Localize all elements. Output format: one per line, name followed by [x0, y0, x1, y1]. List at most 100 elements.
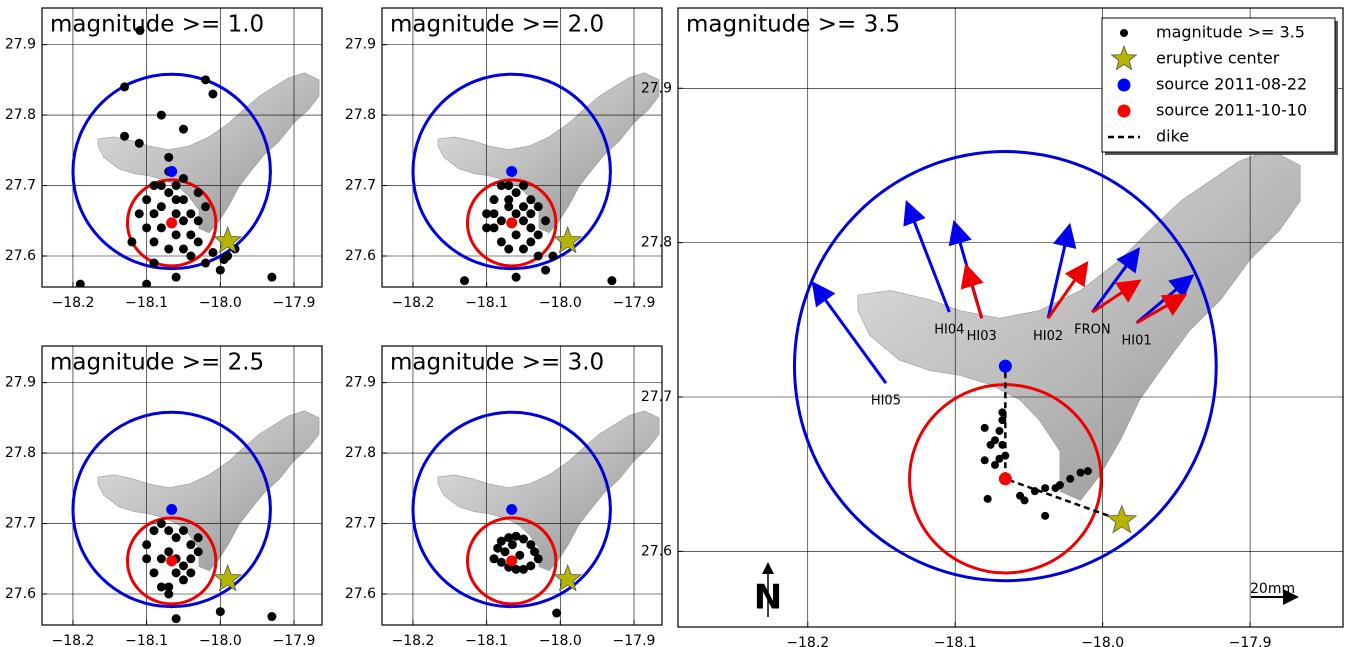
- earthquake-point: [186, 540, 195, 549]
- earthquake-point: [267, 612, 276, 621]
- y-tick-label: 27.8: [345, 445, 376, 461]
- x-tick-label: −17.9: [613, 633, 656, 647]
- earthquake-point: [526, 237, 535, 246]
- earthquake-point: [164, 153, 173, 162]
- earthquake-point: [172, 533, 181, 542]
- earthquake-point: [504, 181, 513, 190]
- source-point: [506, 217, 517, 228]
- earthquake-point: [150, 259, 159, 268]
- earthquake-point: [1041, 512, 1049, 520]
- gps-vector: [967, 269, 982, 318]
- panel-title: magnitude >= 2.0: [390, 12, 604, 38]
- y-tick-label: 27.9: [345, 375, 376, 391]
- earthquake-point: [534, 202, 543, 211]
- earthquake-point: [150, 209, 159, 218]
- earthquake-point: [179, 216, 188, 225]
- earthquake-point: [150, 526, 159, 535]
- x-tick-label: −18.1: [465, 633, 508, 647]
- earthquake-point: [194, 216, 203, 225]
- earthquake-point: [984, 495, 992, 503]
- earthquake-point: [179, 125, 188, 134]
- earthquake-point: [515, 551, 524, 560]
- x-tick-label: −18.1: [934, 635, 977, 647]
- y-tick-label: 27.7: [345, 516, 376, 532]
- earthquake-point: [164, 188, 173, 197]
- source-point: [166, 504, 177, 515]
- earthquake-point: [179, 526, 188, 535]
- earthquake-point: [526, 223, 535, 232]
- earthquake-point: [172, 273, 181, 282]
- earthquake-point: [508, 540, 517, 549]
- panel: [382, 346, 662, 625]
- earthquake-point: [172, 181, 181, 190]
- earthquake-point: [172, 209, 181, 218]
- earthquake-point: [164, 244, 173, 253]
- earthquake-point: [1066, 475, 1074, 483]
- earthquake-point: [194, 188, 203, 197]
- earthquake-point: [186, 568, 195, 577]
- earthquake-point: [150, 181, 159, 190]
- earthquake-point: [186, 554, 195, 563]
- x-tick-label: −18.1: [125, 633, 168, 647]
- earthquake-point: [194, 547, 203, 556]
- earthquake-point: [519, 216, 528, 225]
- earthquake-point: [526, 209, 535, 218]
- legend-label: source 2011-10-10: [1156, 101, 1307, 120]
- legend-marker: [1118, 105, 1131, 118]
- x-tick-label: −18.2: [391, 295, 434, 311]
- panel: [42, 346, 322, 625]
- earthquake-point: [164, 526, 173, 535]
- legend-label: magnitude >= 3.5: [1156, 23, 1305, 42]
- eruptive-center: [1108, 506, 1137, 533]
- earthquake-point: [142, 540, 151, 549]
- earthquake-point: [208, 89, 217, 98]
- source-point: [999, 360, 1012, 373]
- panel: [42, 8, 322, 289]
- earthquake-point: [179, 174, 188, 183]
- page: −18.2 −18.1 −18.0 −17.9 27.6 27.7 27.8 27.9 magn…: [0, 0, 1347, 647]
- earthquake-point: [201, 202, 210, 211]
- earthquake-point: [201, 75, 210, 84]
- earthquake-point: [172, 195, 181, 204]
- y-tick-label: 27.6: [5, 586, 36, 602]
- earthquake-point: [172, 230, 181, 239]
- earthquake-point: [981, 424, 989, 432]
- legend-marker: [1118, 79, 1131, 92]
- earthquake-point: [201, 259, 210, 268]
- source-point: [506, 504, 517, 515]
- earthquake-point: [157, 223, 166, 232]
- earthquake-point: [179, 575, 188, 584]
- earthquake-point: [987, 441, 995, 449]
- figure: −18.2 −18.1 −18.0 −17.9 27.6 27.7 27.8 27.9 magn…: [0, 0, 1347, 647]
- legend-marker: [1120, 29, 1128, 37]
- earthquake-point: [142, 223, 151, 232]
- y-tick-label: 27.9: [641, 80, 672, 96]
- y-tick-label: 27.9: [5, 37, 36, 53]
- eruptive-center: [554, 565, 581, 590]
- earthquake-point: [460, 276, 469, 285]
- source-point: [506, 555, 517, 566]
- earthquake-point: [482, 223, 491, 232]
- earthquake-point: [512, 209, 521, 218]
- earthquake-point: [534, 554, 543, 563]
- earthquake-point: [157, 111, 166, 120]
- x-tick-label: −18.1: [465, 295, 508, 311]
- y-tick-label: 27.8: [5, 445, 36, 461]
- panel-title: magnitude >= 2.5: [50, 350, 264, 376]
- earthquake-point: [127, 237, 136, 246]
- earthquake-point: [172, 568, 181, 577]
- north-label: N: [754, 578, 782, 618]
- eruptive-center: [214, 565, 241, 590]
- earthquake-point: [1031, 487, 1039, 495]
- source-point: [999, 472, 1012, 485]
- earthquake-point: [998, 416, 1006, 424]
- station-label: HI04: [934, 323, 964, 338]
- earthquake-point: [504, 195, 513, 204]
- earthquake-point: [142, 195, 151, 204]
- y-tick-label: 27.8: [641, 235, 672, 251]
- earthquake-point: [164, 547, 173, 556]
- earthquake-point: [135, 209, 144, 218]
- earthquake-point: [157, 519, 166, 528]
- earthquake-point: [541, 266, 550, 275]
- x-tick-label: −18.0: [539, 295, 582, 311]
